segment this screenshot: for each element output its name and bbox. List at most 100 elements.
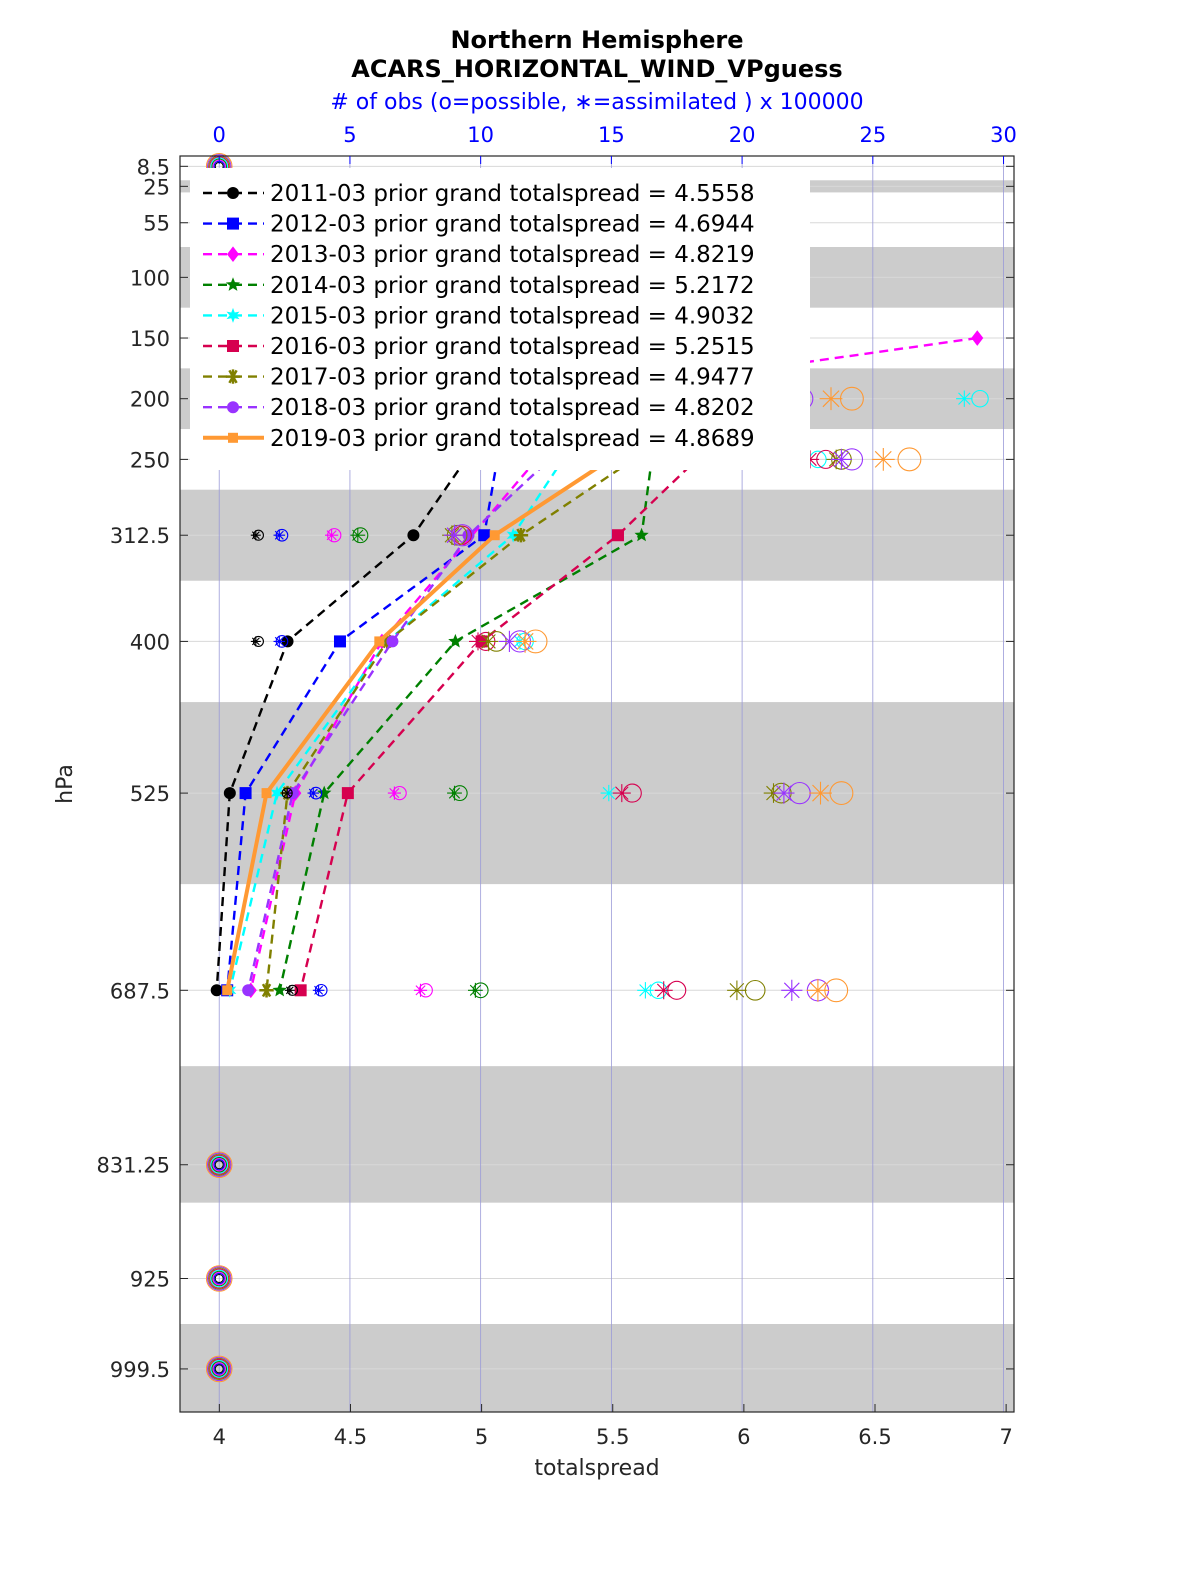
legend-marker	[226, 307, 240, 323]
top-axis: 0 5 10 15 20 25 30	[213, 123, 1017, 164]
legend-label: 2017-03 prior grand totalspread = 4.9477	[270, 365, 755, 391]
y-tick-label: 925	[130, 1268, 170, 1292]
top-tick-label: 30	[990, 123, 1017, 147]
series-point	[478, 529, 491, 542]
obs-assimilated-marker	[871, 448, 895, 471]
obs-assimilated-marker	[250, 530, 261, 541]
obs-zero-marker	[210, 1155, 229, 1174]
legend-label: 2012-03 prior grand totalspread = 4.6944	[270, 212, 755, 238]
obs-zero-marker	[208, 1153, 231, 1176]
x-tick-label: 5	[475, 1425, 488, 1449]
series-point	[634, 527, 649, 542]
obs-assimilated-marker	[654, 981, 673, 1000]
legend-marker	[227, 401, 239, 414]
y-tick-label: 999.5	[110, 1358, 170, 1382]
level-band	[180, 1324, 1014, 1412]
obs-assimilated-marker	[478, 631, 499, 652]
obs-assimilated-marker	[307, 787, 320, 799]
legend-label: 2019-03 prior grand totalspread = 4.8689	[270, 426, 755, 452]
x-tick-label: 4	[213, 1425, 226, 1449]
obs-assimilated-marker	[469, 632, 487, 651]
obs-zero-marker	[209, 1358, 230, 1379]
y-tick-label: 250	[130, 448, 170, 472]
x-tick-label: 6.5	[858, 1425, 891, 1449]
legend-label: 2011-03 prior grand totalspread = 4.5558	[270, 181, 755, 207]
y-tick-label: 100	[130, 266, 170, 290]
obs-zero-marker	[209, 1268, 230, 1289]
top-tick-label: 25	[859, 123, 886, 147]
y-tick-label: 400	[130, 630, 170, 654]
obs-zero-marker	[212, 1362, 226, 1376]
obs-assimilated-marker	[727, 980, 747, 1001]
obs-assimilated-marker	[447, 785, 462, 801]
obs-assimilated-marker	[801, 450, 820, 469]
legend-label: 2014-03 prior grand totalspread = 5.2172	[270, 273, 755, 299]
series-point	[261, 788, 272, 799]
obs-assimilated-marker	[387, 786, 401, 800]
series-point	[513, 528, 529, 543]
obs-zero-marker	[208, 1357, 231, 1381]
obs-assimilated-marker	[773, 782, 795, 804]
series-point	[270, 785, 284, 801]
obs-zero-marker	[211, 1270, 228, 1287]
obs-assimilated-marker	[312, 984, 325, 997]
obs-zero-marker	[205, 1151, 233, 1179]
obs-assimilated-marker	[284, 985, 295, 996]
obs-assimilated-marker	[513, 630, 537, 653]
y-tick-label: 8.5	[137, 155, 170, 179]
obs-zero-marker	[210, 1269, 229, 1288]
obs-assimilated-marker	[819, 387, 843, 411]
obs-zero-marker	[213, 1363, 225, 1375]
obs-assimilated-marker	[637, 982, 654, 999]
legend-label: 2018-03 prior grand totalspread = 4.8202	[270, 395, 755, 421]
obs-assimilated-marker	[600, 784, 617, 802]
obs-zero-marker	[214, 1160, 224, 1170]
series-point	[239, 787, 252, 800]
level-band	[180, 1066, 1014, 1203]
y-tick-label: 55	[143, 212, 170, 236]
series-point	[386, 635, 399, 648]
obs-zero-marker	[211, 1156, 228, 1173]
series-point	[462, 529, 475, 542]
x-tick-label: 5.5	[596, 1425, 629, 1449]
legend-marker	[227, 217, 239, 230]
top-tick-label: 10	[467, 123, 494, 147]
chart-title: Northern Hemisphere	[450, 26, 743, 54]
obs-zero-marker	[212, 1158, 226, 1172]
legend-marker	[225, 277, 241, 291]
top-axis-label: # of obs (o=possible, ∗=assimilated ) x …	[330, 90, 863, 115]
obs-assimilated-marker	[809, 781, 832, 805]
obs-zero-marker	[213, 1159, 225, 1171]
obs-assimilated-marker	[468, 982, 483, 998]
series-point	[971, 330, 984, 346]
legend-marker	[227, 246, 239, 262]
legend-label: 2016-03 prior grand totalspread = 5.2515	[270, 334, 755, 360]
chart-subtitle: ACARS_HORIZONTAL_WIND_VPguess	[351, 55, 842, 83]
top-tick-label: 20	[729, 123, 756, 147]
top-tick-label: 15	[598, 123, 625, 147]
series-point	[611, 529, 624, 542]
plot-area: 4 4.5 5 5.5 6 6.5 7 0 5 10 15 20 25 30 8.52555100150…	[97, 123, 1017, 1449]
obs-zero-marker	[208, 1267, 231, 1290]
x-axis: 4 4.5 5 5.5 6 6.5 7	[213, 1404, 1013, 1449]
legend-label: 2013-03 prior grand totalspread = 4.8219	[270, 242, 755, 268]
obs-zero-marker	[210, 1360, 229, 1378]
y-tick-label: 312.5	[110, 524, 170, 548]
series-point	[294, 984, 307, 997]
legend-marker	[225, 369, 241, 384]
obs-possible-marker	[897, 447, 922, 472]
obs-assimilated-marker	[498, 630, 520, 652]
legend: 2011-03 prior grand totalspread = 4.5558…	[190, 168, 810, 470]
series-point	[489, 530, 500, 541]
obs-assimilated-marker	[250, 636, 261, 647]
obs-assimilated-marker	[350, 527, 366, 543]
series-point	[506, 527, 520, 543]
obs-zero-marker	[205, 1265, 233, 1292]
series-point	[222, 985, 233, 996]
y-axis: 8.525 55 100 150 200 250 312.5 400 525 687.5 831.2…	[97, 155, 1014, 1382]
obs-zero-marker	[212, 1271, 226, 1286]
series-point	[448, 633, 463, 648]
x-tick-label: 4.5	[334, 1425, 367, 1449]
y-tick-label: 831.25	[97, 1154, 170, 1178]
